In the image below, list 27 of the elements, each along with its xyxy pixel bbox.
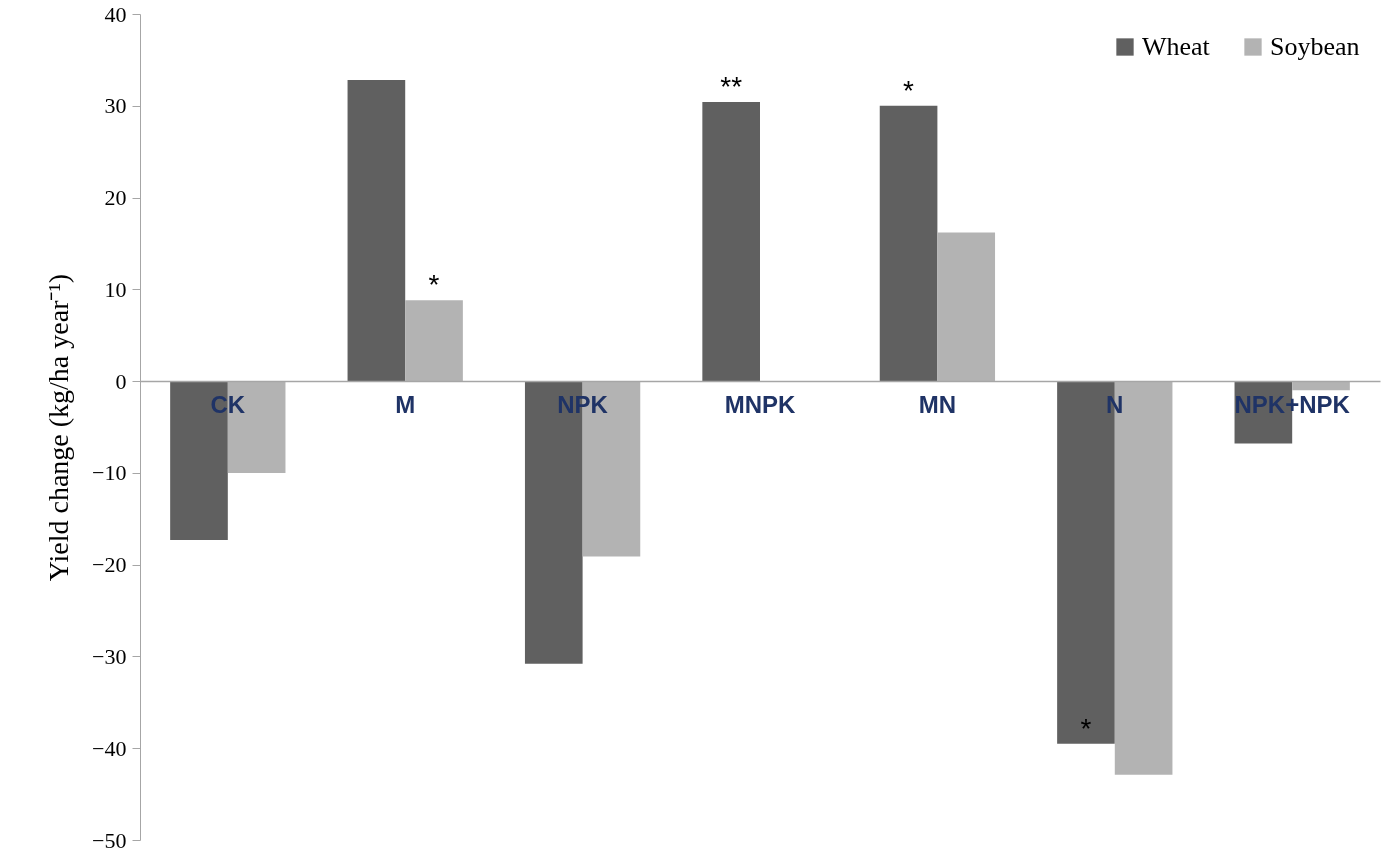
x-tick-label: M [395,390,416,418]
y-tick-label: −10 [92,460,127,486]
y-tick-label: −40 [92,735,127,761]
bar [702,102,760,382]
x-tick-label: MN [918,390,957,418]
x-tick-label: MNPK [724,390,796,418]
legend-label: Soybean [1270,32,1360,61]
bar [347,80,406,382]
y-tick-label: 30 [104,93,127,119]
x-tick-label: N [1106,390,1124,418]
y-tick-label: 10 [104,276,127,302]
y-tick-label: −50 [92,827,127,852]
annotation: * [903,74,915,106]
y-axis-title: Yield change (kg/ha year⁻¹) [43,273,75,582]
bar [879,105,938,382]
y-tick-label: −30 [92,643,127,669]
annotation: * [428,269,440,301]
bar [937,232,996,382]
legend-label: Wheat [1142,32,1211,61]
x-tick-label: CK [210,390,246,418]
y-tick-label: 0 [115,368,127,394]
y-tick-label: 20 [104,185,127,211]
annotation: ** [720,71,743,103]
bar [405,300,463,382]
y-tick-label: 40 [104,1,127,27]
y-tick-label: −20 [92,552,127,578]
annotation: * [1080,712,1092,744]
